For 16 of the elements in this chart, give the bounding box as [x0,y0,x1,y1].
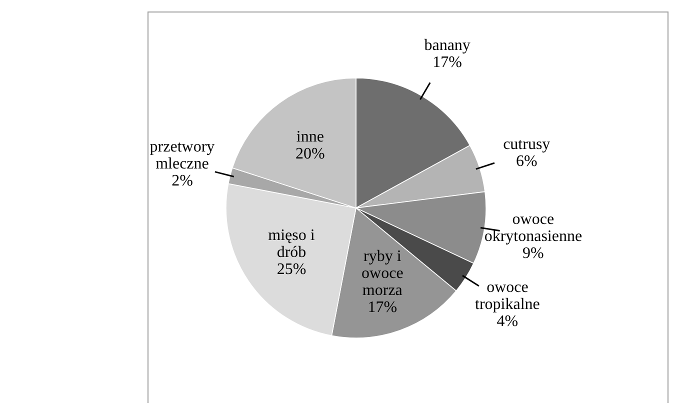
data-label: 9% [522,245,544,262]
slice-label: inne [296,128,324,146]
slice-label: przetwory mleczne [150,138,215,172]
data-label: 6% [516,153,538,170]
slice-label: ryby i owoce morza [362,248,404,299]
slice-label: cutrusy [503,136,550,154]
data-label: 2% [172,172,193,190]
data-label: 25% [276,260,306,278]
data-label: 17% [368,298,398,316]
slice-label: banany [424,37,470,54]
data-label: 17% [432,54,462,72]
slice-label: owoce tropikalne [475,279,540,314]
slice-label: mięso i drób [268,226,316,261]
data-label: 4% [496,313,518,330]
slice-label: owoce okrytonasienne [484,211,582,246]
data-label: 20% [295,145,325,162]
